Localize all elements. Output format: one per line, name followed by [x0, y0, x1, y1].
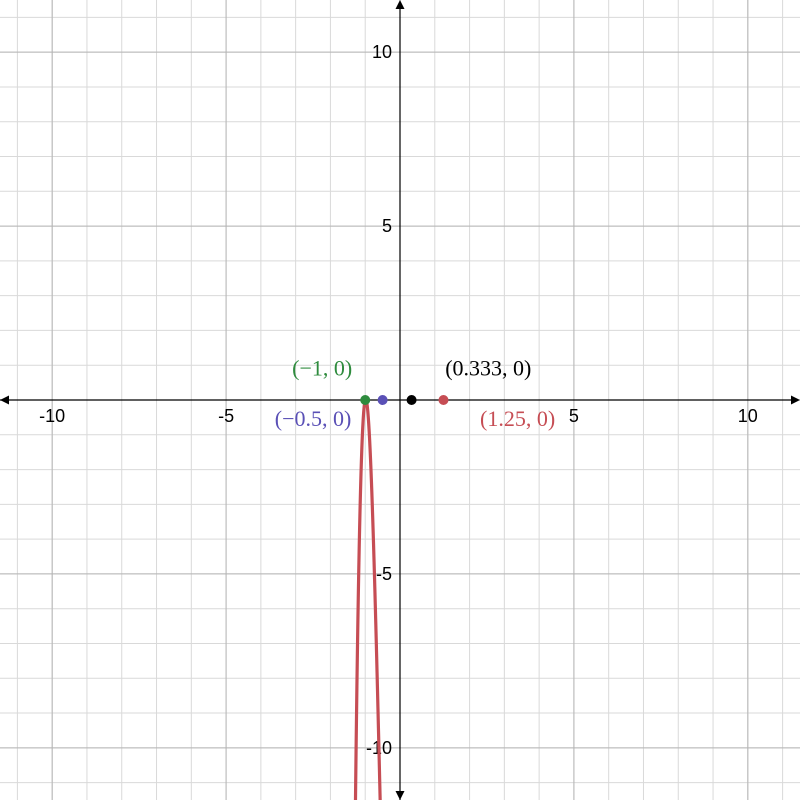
root-minus-1	[360, 395, 370, 405]
x-tick-label: 10	[738, 406, 758, 426]
y-tick-label: 5	[382, 216, 392, 236]
polynomial-chart: -10-5510-10-5510(−1, 0)(−0.5, 0)(0.333, …	[0, 0, 800, 800]
root-1p25	[438, 395, 448, 405]
x-tick-label: -5	[218, 406, 234, 426]
root-0p333	[407, 395, 417, 405]
root-minus-0p5	[378, 395, 388, 405]
label-minus-1: (−1, 0)	[292, 356, 352, 381]
label-0p333: (0.333, 0)	[445, 356, 531, 381]
x-tick-label: -10	[39, 406, 65, 426]
y-tick-label: -5	[376, 564, 392, 584]
x-tick-label: 5	[569, 406, 579, 426]
y-tick-label: 10	[372, 42, 392, 62]
label-minus-0p5: (−0.5, 0)	[275, 406, 352, 431]
label-1p25: (1.25, 0)	[480, 406, 555, 431]
